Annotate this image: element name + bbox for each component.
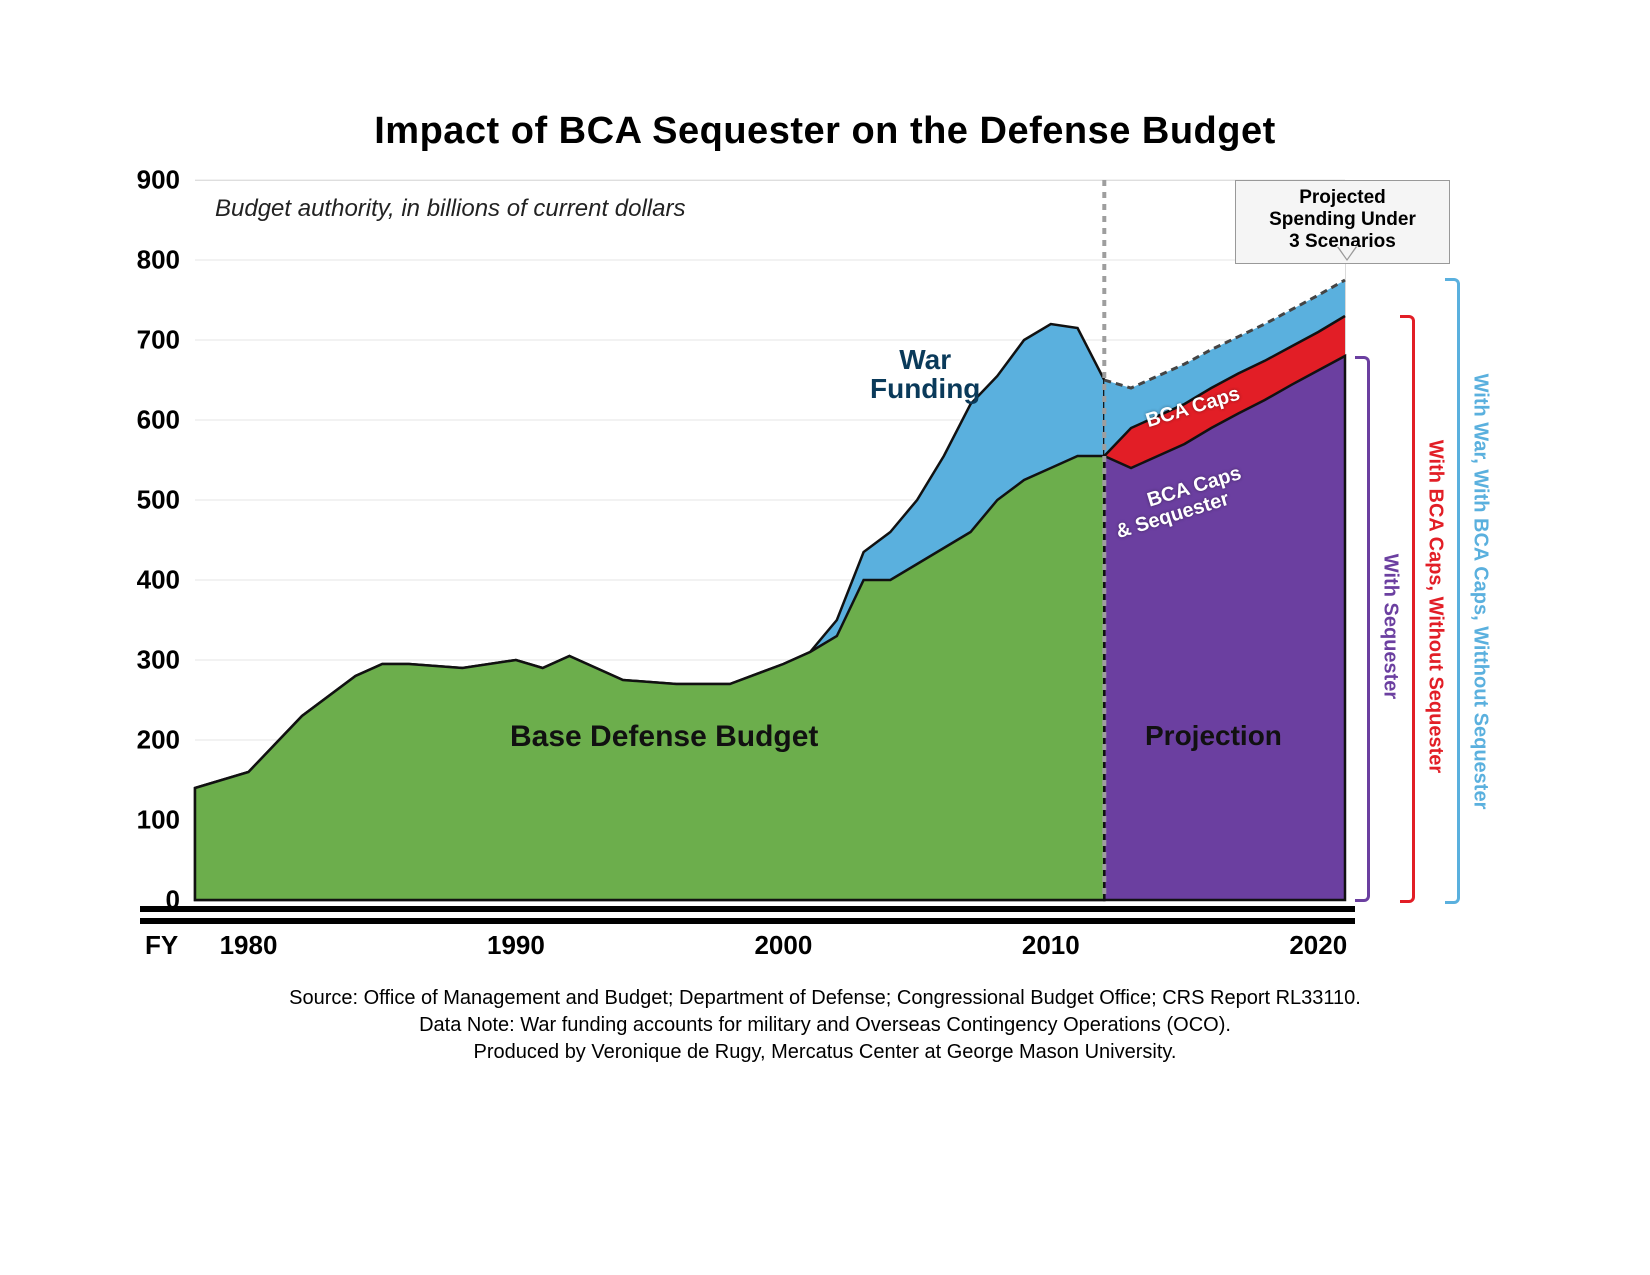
x-tick: 2020 [1289,930,1347,961]
source-line1: Source: Office of Management and Budget;… [0,985,1650,1012]
y-tick: 600 [120,405,180,436]
y-tick: 100 [120,805,180,836]
y-tick: 300 [120,645,180,676]
x-axis: 1980 1990 2000 2010 2020 [195,930,1345,970]
y-tick: 500 [120,485,180,516]
chart-title: Impact of BCA Sequester on the Defense B… [0,110,1650,153]
source-block: Source: Office of Management and Budget;… [0,985,1650,1066]
y-tick: 900 [120,165,180,196]
chart-page: Impact of BCA Sequester on the Defense B… [0,0,1650,1275]
callout-pointer-icon [1337,247,1357,261]
projection-label: Projection [1145,720,1282,752]
bracket-sequester-label: With Sequester [1379,547,1402,707]
fy-label: FY [145,930,178,961]
chart-svg [195,180,1345,900]
callout-line2: Spending Under [1240,209,1445,231]
bracket-bca-label: With BCA Caps, Without Sequester [1424,437,1447,777]
war-funding-label: War Funding [870,345,980,404]
x-tick: 2010 [1022,930,1080,961]
y-tick: 700 [120,325,180,356]
war-funding-text: War Funding [870,344,980,404]
source-line3: Produced by Veronique de Rugy, Mercatus … [0,1039,1650,1066]
x-tick: 1990 [487,930,545,961]
x-tick: 2000 [754,930,812,961]
bracket-sequester [1355,356,1370,902]
y-tick: 400 [120,565,180,596]
x-tick: 1980 [220,930,278,961]
y-tick: 800 [120,245,180,276]
bracket-bca [1400,315,1415,903]
base-defense-label: Base Defense Budget [510,720,818,754]
axis-bar-bottom [140,918,1355,924]
bracket-war-label: With War, With BCA Caps, Witthout Seques… [1469,352,1492,832]
bracket-war [1445,278,1460,904]
y-tick: 200 [120,725,180,756]
source-line2: Data Note: War funding accounts for mili… [0,1012,1650,1039]
axis-bar-top [140,906,1355,912]
callout-line1: Projected [1240,187,1445,209]
y-axis: 0100200300400500600700800900 [120,180,195,900]
chart-subtitle: Budget authority, in billions of current… [215,195,685,223]
